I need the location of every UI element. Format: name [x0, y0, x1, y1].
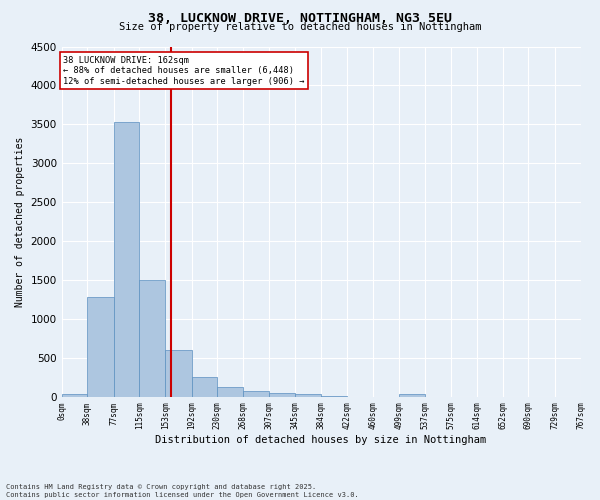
Y-axis label: Number of detached properties: Number of detached properties: [15, 136, 25, 307]
Bar: [243, 390, 269, 397]
Text: Contains HM Land Registry data © Crown copyright and database right 2025.
Contai: Contains HM Land Registry data © Crown c…: [6, 484, 359, 498]
Bar: [139, 280, 165, 397]
Bar: [114, 122, 139, 397]
Bar: [399, 394, 425, 397]
Bar: [217, 386, 243, 397]
Bar: [269, 392, 295, 397]
Bar: [295, 394, 322, 397]
Bar: [62, 394, 88, 397]
Bar: [165, 350, 191, 397]
X-axis label: Distribution of detached houses by size in Nottingham: Distribution of detached houses by size …: [155, 435, 487, 445]
Bar: [191, 376, 217, 397]
Text: 38, LUCKNOW DRIVE, NOTTINGHAM, NG3 5EU: 38, LUCKNOW DRIVE, NOTTINGHAM, NG3 5EU: [148, 12, 452, 26]
Bar: [322, 396, 347, 397]
Text: 38 LUCKNOW DRIVE: 162sqm
← 88% of detached houses are smaller (6,448)
12% of sem: 38 LUCKNOW DRIVE: 162sqm ← 88% of detach…: [63, 56, 305, 86]
Text: Size of property relative to detached houses in Nottingham: Size of property relative to detached ho…: [119, 22, 481, 32]
Bar: [88, 297, 114, 397]
